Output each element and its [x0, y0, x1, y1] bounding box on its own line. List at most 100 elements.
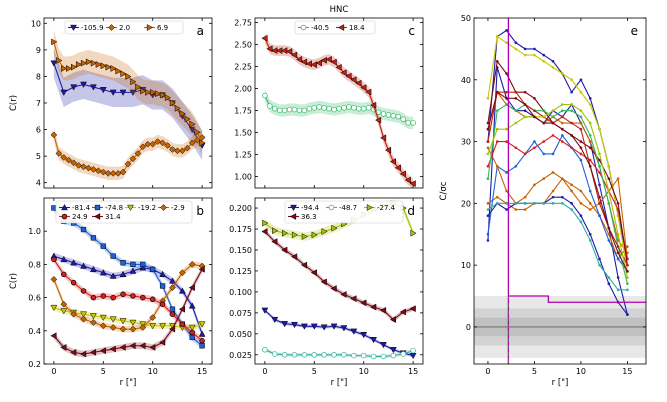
data-point — [551, 109, 555, 112]
y-tick-label: 7 — [36, 99, 41, 108]
data-point — [311, 231, 318, 239]
data-point — [495, 202, 499, 205]
data-point — [104, 170, 112, 177]
data-point — [598, 158, 601, 162]
data-point — [129, 89, 137, 96]
data-point — [588, 134, 592, 137]
data-point — [533, 53, 536, 57]
data-point — [345, 72, 352, 80]
data-point — [183, 144, 191, 152]
data-point — [99, 322, 107, 330]
data-point — [588, 158, 592, 162]
data-point — [99, 347, 106, 355]
series-line — [487, 103, 628, 284]
data-point — [505, 208, 508, 211]
data-point — [150, 88, 157, 96]
data-point — [295, 55, 303, 63]
axes-frame — [254, 17, 424, 189]
series-line — [53, 269, 203, 355]
data-point — [505, 202, 508, 205]
panel-e: 0 5 10 15 0 10 20 30 40 50 r ["] C/σc e — [439, 14, 647, 388]
data-point — [486, 152, 490, 156]
series-line — [53, 255, 203, 335]
data-point — [99, 314, 107, 322]
series-line — [487, 91, 628, 266]
data-point — [65, 156, 73, 164]
data-point — [588, 121, 592, 125]
y-tick-label: 10 — [31, 19, 41, 28]
data-point — [626, 288, 629, 292]
data-point — [80, 81, 87, 88]
data-point — [579, 214, 583, 218]
data-point — [174, 104, 181, 112]
data-point — [80, 311, 87, 318]
data-point — [405, 120, 411, 126]
legend-marker — [61, 213, 68, 220]
data-point — [149, 343, 156, 351]
data-point — [330, 285, 337, 292]
series-e-5 — [486, 35, 629, 273]
y-tick-label: 0.150 — [229, 246, 252, 255]
data-point — [588, 164, 592, 168]
data-point — [616, 232, 620, 236]
data-point — [542, 59, 546, 63]
data-point — [523, 47, 527, 51]
data-point — [542, 140, 546, 143]
data-point — [198, 330, 206, 337]
data-point — [579, 127, 583, 131]
data-point — [301, 107, 308, 114]
data-point — [271, 316, 279, 324]
data-point — [588, 208, 592, 211]
data-point — [291, 231, 299, 239]
x-tick-label: 15 — [408, 367, 418, 376]
data-point — [375, 116, 382, 124]
legend-label: -27.4 — [377, 204, 396, 212]
data-point — [267, 103, 273, 109]
data-point — [542, 109, 546, 112]
data-point — [310, 61, 317, 69]
y-tick-label: 40 — [461, 76, 471, 85]
data-point — [109, 324, 117, 331]
y-tick-label: 0.175 — [229, 225, 252, 234]
data-point — [90, 319, 97, 326]
data-point — [281, 352, 288, 358]
data-point — [561, 127, 564, 131]
y-tick-label: 2.25 — [234, 62, 252, 71]
data-point — [598, 195, 601, 199]
data-point — [262, 219, 269, 227]
data-point — [149, 314, 157, 321]
data-point — [365, 105, 372, 111]
data-point — [169, 311, 176, 317]
data-point — [159, 323, 167, 330]
data-point — [495, 195, 499, 199]
data-point — [340, 290, 347, 298]
data-point — [188, 126, 196, 134]
data-point — [380, 353, 387, 360]
data-point — [607, 164, 611, 168]
data-point — [505, 29, 508, 32]
data-point — [410, 229, 417, 237]
data-point — [365, 88, 372, 96]
data-point — [551, 171, 555, 174]
y-tick-label: 0.200 — [229, 204, 252, 213]
data-point — [300, 58, 308, 66]
data-point — [379, 134, 387, 142]
y-axis-label: C/σc — [439, 181, 449, 200]
data-point — [56, 57, 63, 64]
series-e-12 — [486, 202, 629, 292]
data-point — [579, 152, 583, 156]
data-point — [291, 352, 298, 358]
data-point — [80, 288, 87, 294]
data-point — [70, 310, 78, 318]
data-point — [561, 134, 564, 137]
data-point — [341, 352, 347, 358]
data-point — [579, 202, 583, 205]
data-point — [551, 121, 555, 125]
data-point — [169, 146, 176, 153]
data-point — [109, 89, 117, 96]
data-point — [607, 177, 611, 180]
data-point — [542, 121, 546, 125]
data-point — [140, 261, 146, 268]
data-point — [60, 154, 68, 161]
legend-label: -48.7 — [339, 204, 357, 212]
